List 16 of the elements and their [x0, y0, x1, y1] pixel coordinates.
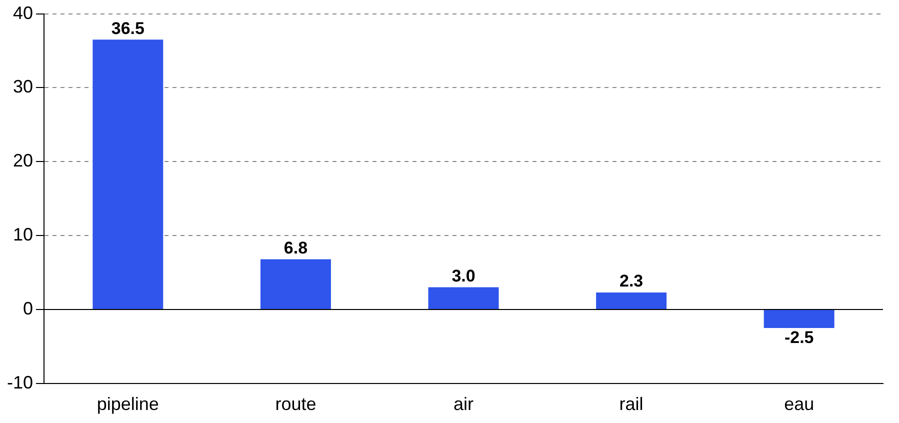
data-label: 6.8 [284, 238, 308, 258]
y-tick-label: 40 [12, 2, 34, 23]
y-tick-label: 0 [23, 298, 34, 318]
data-label: 36.5 [111, 18, 144, 38]
y-tick-label: 10 [12, 224, 34, 245]
y-tick-label: 30 [12, 76, 34, 97]
x-tick-label: air [454, 394, 474, 414]
data-label: -2.5 [784, 328, 814, 348]
y-tick-label: 20 [12, 150, 34, 171]
data-label: 3.0 [452, 266, 476, 286]
x-tick-label: pipeline [96, 394, 159, 414]
y-tick-label: -10 [7, 372, 34, 392]
data-label: 2.3 [619, 272, 644, 291]
x-tick-label: rail [619, 394, 644, 414]
x-tick-label: eau [784, 394, 814, 414]
x-tick-label: route [275, 394, 316, 414]
